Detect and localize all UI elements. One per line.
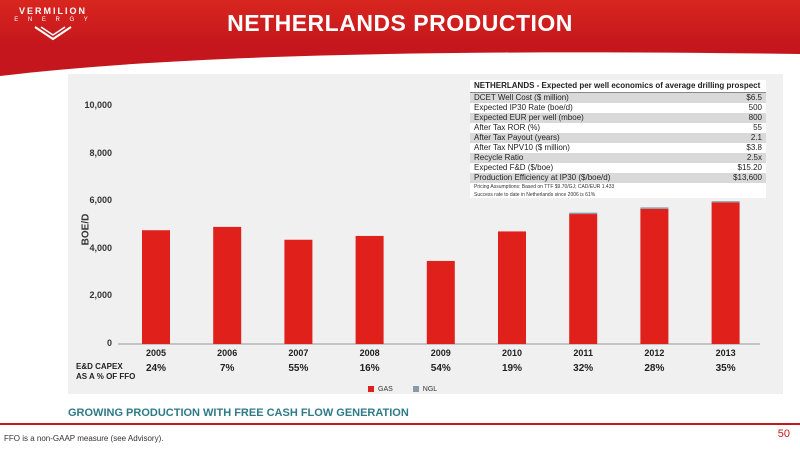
y-tick-label: 4,000 — [89, 242, 112, 253]
x-tick-label: 2006 — [217, 348, 238, 358]
economics-row-value: 2.1 — [750, 133, 762, 142]
bar-ngl — [640, 207, 669, 209]
economics-row: Expected EUR per well (mboe) 800 — [470, 113, 766, 123]
bar-gas — [284, 239, 313, 344]
legend-item-gas: GAS — [368, 386, 393, 393]
vermilion-logo: VERMILION E N E R G Y — [8, 6, 98, 42]
economics-row-label: Production Efficiency at IP30 ($/boe/d) — [474, 173, 611, 182]
y-tick-label: 8,000 — [89, 147, 112, 158]
bar-gas — [711, 202, 740, 344]
economics-row-label: After Tax NPV10 ($ million) — [474, 143, 570, 152]
tagline: GROWING PRODUCTION WITH FREE CASH FLOW G… — [68, 407, 409, 419]
economics-row: After Tax ROR (%) 55 — [470, 123, 766, 133]
capex-value: 16% — [359, 363, 380, 374]
x-tick-label: 2010 — [501, 348, 523, 358]
economics-table-header: NETHERLANDS - Expected per well economic… — [470, 80, 766, 93]
x-tick-label: 2008 — [359, 348, 380, 358]
y-tick-label: 0 — [106, 338, 112, 348]
capex-value: 32% — [573, 363, 594, 374]
bar-gas — [569, 214, 598, 344]
capex-value: 28% — [644, 363, 665, 374]
capex-value: 35% — [715, 363, 736, 374]
economics-row-value: $3.8 — [746, 143, 762, 152]
tagline-divider — [0, 423, 800, 425]
legend-swatch-gas — [368, 386, 374, 393]
economics-row-value: 800 — [748, 113, 762, 122]
bar-ngl — [569, 212, 598, 215]
x-tick-label: 2009 — [430, 348, 451, 358]
capex-label: E&D CAPEX AS A % OF FFO — [76, 362, 135, 382]
bar-gas — [640, 208, 669, 344]
logo-chevron-icon — [34, 26, 72, 41]
economics-row-label: DCET Well Cost ($ million) — [474, 93, 569, 102]
economics-row-label: Expected EUR per well (mboe) — [474, 113, 584, 122]
x-tick-label: 2013 — [715, 348, 736, 358]
logo-word: VERMILION — [18, 6, 87, 16]
legend-swatch-ngl — [412, 386, 419, 393]
economics-row-value: $15.20 — [737, 163, 762, 172]
chart-legend: GAS NGL — [368, 386, 437, 393]
economics-row-value: $6.5 — [746, 93, 762, 102]
x-tick-label: 2012 — [644, 348, 665, 358]
economics-row-label: Recycle Ratio — [474, 153, 524, 162]
economics-row-value: 55 — [753, 123, 762, 132]
bar-gas — [355, 235, 384, 344]
economics-row: After Tax NPV10 ($ million) $3.8 — [470, 143, 766, 153]
capex-label-line: AS A % OF FFO — [76, 372, 136, 381]
economics-row: Expected IP30 Rate (boe/d) 500 — [470, 103, 766, 113]
capex-value: 24% — [145, 363, 166, 374]
bar-gas — [498, 231, 526, 344]
header-swoosh — [0, 46, 800, 76]
legend-label: NGL — [422, 386, 438, 393]
x-tick-label: 2007 — [288, 348, 309, 358]
economics-row-value: 2.5x — [746, 153, 762, 162]
x-tick-label: 2011 — [573, 348, 593, 358]
legend-item-ngl: NGL — [412, 386, 438, 393]
economics-row-label: After Tax ROR (%) — [474, 123, 541, 132]
capex-value: 19% — [501, 363, 522, 374]
y-tick-label: 6,000 — [89, 195, 112, 206]
page-title: NETHERLANDS PRODUCTION — [227, 10, 573, 36]
economics-row-value: 500 — [748, 103, 762, 112]
x-tick-label: 2005 — [145, 348, 167, 358]
bar-gas — [213, 226, 242, 344]
bar-gas — [142, 230, 170, 344]
y-tick-label: 2,000 — [89, 290, 112, 301]
y-tick-label: 10,000 — [84, 100, 112, 110]
economics-row: Expected F&D ($/boe) $15.20 — [470, 163, 766, 173]
economics-note: Success rate to date in Netherlands sinc… — [474, 192, 596, 198]
economics-note: Pricing Assumptions: Based on TTF $9.70/… — [474, 184, 615, 190]
economics-row: DCET Well Cost ($ million) $6.5 — [470, 93, 766, 103]
capex-value: 54% — [430, 363, 451, 374]
economics-row: After Tax Payout (years) 2.1 — [470, 133, 766, 143]
capex-label-line: E&D CAPEX — [76, 362, 123, 371]
capex-value: 55% — [288, 363, 309, 374]
bar-ngl — [711, 201, 740, 203]
footnote: FFO is a non-GAAP measure (see Advisory)… — [4, 434, 164, 443]
economics-row-label: After Tax Payout (years) — [474, 133, 560, 142]
economics-row: Recycle Ratio 2.5x — [470, 153, 766, 163]
economics-table: NETHERLANDS - Expected per well economic… — [470, 80, 766, 198]
header-bar — [0, 0, 800, 46]
economics-row: Production Efficiency at IP30 ($/boe/d) $… — [470, 173, 766, 183]
economics-row-label: Expected F&D ($/boe) — [474, 163, 554, 172]
logo-subword: E N E R G Y — [14, 17, 92, 23]
capex-value: 7% — [219, 363, 235, 374]
page-number: 50 — [777, 428, 790, 440]
economics-row-label: Expected IP30 Rate (boe/d) — [474, 103, 573, 112]
bar-gas — [426, 260, 455, 344]
legend-label: GAS — [378, 386, 393, 393]
economics-row-value: $13,600 — [733, 173, 762, 182]
